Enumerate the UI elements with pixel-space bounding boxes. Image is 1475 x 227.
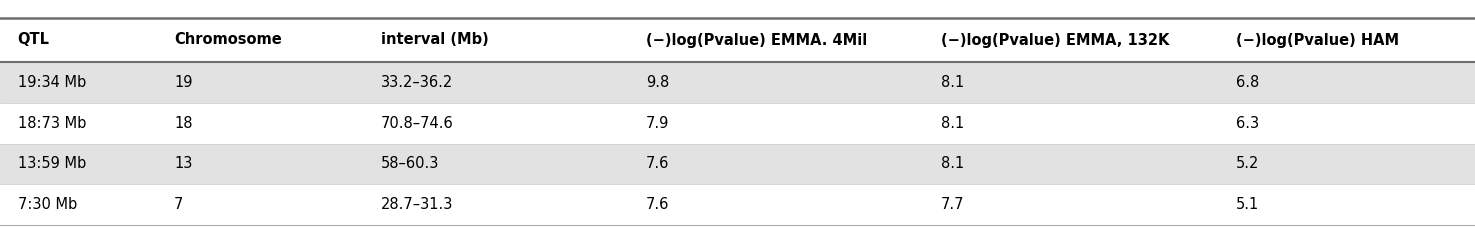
Text: 18: 18 bbox=[174, 116, 193, 131]
Text: 7: 7 bbox=[174, 197, 183, 212]
Text: 18:73 Mb: 18:73 Mb bbox=[18, 116, 86, 131]
Text: (−)log(Pvalue) HAM: (−)log(Pvalue) HAM bbox=[1236, 32, 1400, 47]
Text: 13:59 Mb: 13:59 Mb bbox=[18, 156, 86, 171]
Text: 5.2: 5.2 bbox=[1236, 156, 1260, 171]
Text: 13: 13 bbox=[174, 156, 192, 171]
Text: 33.2–36.2: 33.2–36.2 bbox=[381, 75, 453, 90]
Text: 19: 19 bbox=[174, 75, 193, 90]
Text: 70.8–74.6: 70.8–74.6 bbox=[381, 116, 453, 131]
Bar bbox=[0, 184, 1475, 225]
Text: 9.8: 9.8 bbox=[646, 75, 670, 90]
Text: 8.1: 8.1 bbox=[941, 75, 965, 90]
Text: 28.7–31.3: 28.7–31.3 bbox=[381, 197, 453, 212]
Text: 5.1: 5.1 bbox=[1236, 197, 1260, 212]
Text: 58–60.3: 58–60.3 bbox=[381, 156, 440, 171]
Bar bbox=[0, 62, 1475, 103]
Text: 7.6: 7.6 bbox=[646, 156, 670, 171]
Text: Chromosome: Chromosome bbox=[174, 32, 282, 47]
Text: 19:34 Mb: 19:34 Mb bbox=[18, 75, 86, 90]
Bar bbox=[0, 103, 1475, 143]
Text: interval (Mb): interval (Mb) bbox=[381, 32, 488, 47]
Text: 7.7: 7.7 bbox=[941, 197, 965, 212]
Text: (−)log(Pvalue) EMMA, 132K: (−)log(Pvalue) EMMA, 132K bbox=[941, 32, 1170, 47]
Text: 7.9: 7.9 bbox=[646, 116, 670, 131]
Text: 6.8: 6.8 bbox=[1236, 75, 1260, 90]
Text: QTL: QTL bbox=[18, 32, 50, 47]
Text: (−)log(Pvalue) EMMA. 4Mil: (−)log(Pvalue) EMMA. 4Mil bbox=[646, 32, 867, 47]
Text: 7.6: 7.6 bbox=[646, 197, 670, 212]
Text: 7:30 Mb: 7:30 Mb bbox=[18, 197, 77, 212]
Text: 8.1: 8.1 bbox=[941, 156, 965, 171]
Text: 8.1: 8.1 bbox=[941, 116, 965, 131]
Bar bbox=[0, 143, 1475, 184]
Text: 6.3: 6.3 bbox=[1236, 116, 1260, 131]
